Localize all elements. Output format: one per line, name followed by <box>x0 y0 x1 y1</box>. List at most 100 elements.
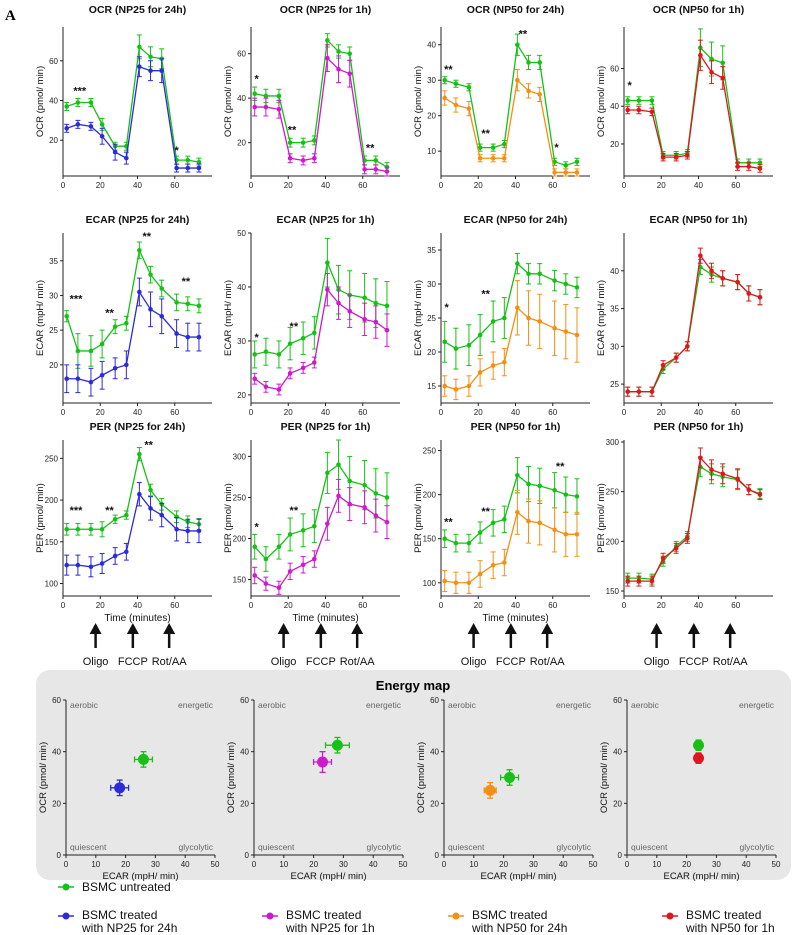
data-point-NP25_1h <box>252 376 258 382</box>
x-tick-label: 20 <box>96 408 105 417</box>
quadrant-label-energetic: energetic <box>178 700 214 710</box>
legend-label: with NP50 for 24h <box>471 921 567 935</box>
data-point-NP50_1h <box>673 355 679 360</box>
x-tick-label: 10 <box>91 860 100 869</box>
data-point-untreated <box>709 56 714 62</box>
data-point-NP25_24h <box>64 126 70 131</box>
data-point-NP25_1h <box>312 360 317 365</box>
data-point-NP50_24h <box>477 155 483 161</box>
data-point-NP25_1h <box>300 158 306 163</box>
data-point-NP50_24h <box>563 170 569 175</box>
energy-map-energy-np25-1h: 0 20 40 60 0 10 20 30 40 50 ECAR (mpH/ min) OCR (pm… <box>226 696 408 882</box>
data-point-NP25_24h <box>88 124 94 129</box>
data-point-NP25_1h <box>362 167 367 172</box>
data-point-NP50_24h <box>515 305 520 311</box>
quadrant-label-glycolytic: glycolytic <box>557 842 592 852</box>
y-tick-label: 25 <box>427 314 436 323</box>
significance-marker: ** <box>288 125 297 137</box>
data-point-NP25_24h <box>75 376 81 382</box>
energy-map-title: Energy map <box>376 678 450 693</box>
y-tick-label: 35 <box>610 305 619 314</box>
data-point-untreated <box>137 44 142 50</box>
significance-marker: ** <box>182 276 191 288</box>
data-point-NP50_1h <box>625 107 631 113</box>
data-point-NP50_1h <box>698 52 703 58</box>
data-point-untreated <box>502 315 507 321</box>
data-point-NP25_24h <box>148 307 153 312</box>
data-point-untreated <box>757 160 763 166</box>
data-point-untreated <box>373 158 379 163</box>
data-point-untreated <box>276 93 282 99</box>
series-line-untreated <box>66 45 200 163</box>
legend-marker-NP50_24h <box>452 912 460 920</box>
data-point-untreated <box>124 320 129 326</box>
injection-arrow-head <box>724 623 737 634</box>
y-tick-label: 40 <box>613 748 622 757</box>
injection-label: Rot/AA <box>713 656 749 668</box>
injection-label: Rot/AA <box>340 656 376 668</box>
x-axis-label: ECAR (mpH/ min) <box>290 871 366 882</box>
x-tick-label: 20 <box>657 408 666 417</box>
quadrant-label-aerobic: aerobic <box>448 700 477 710</box>
data-point-NP25_1h <box>384 169 390 174</box>
data-point-NP50_1h <box>735 279 740 285</box>
data-point-untreated <box>148 487 153 493</box>
data-point-NP25_1h <box>263 384 269 390</box>
data-point-untreated <box>263 556 269 562</box>
x-tick-label: 30 <box>339 860 348 869</box>
x-tick-label: 40 <box>133 408 142 417</box>
data-point-NP50_1h <box>660 362 666 368</box>
energy-point-untreated <box>504 772 516 783</box>
significance-marker: ** <box>481 128 490 140</box>
data-point-NP50_24h <box>574 170 580 175</box>
y-tick-label: 60 <box>430 696 439 705</box>
data-point-NP50_24h <box>490 363 496 368</box>
energy-map-energy-np50-1h: 0 20 40 60 0 10 20 30 40 50 ECAR (mpH/ min) OCR (pm… <box>599 696 781 882</box>
significance-marker: * <box>554 142 559 154</box>
y-tick-label: 20 <box>237 139 246 148</box>
x-tick-label: 0 <box>249 408 254 417</box>
y-tick-label: 30 <box>237 337 246 346</box>
data-point-untreated <box>252 91 258 97</box>
data-point-NP50_24h <box>574 332 580 338</box>
y-tick-label: 30 <box>427 76 436 85</box>
quadrant-label-energetic: energetic <box>739 700 775 710</box>
x-tick-label: 0 <box>442 860 447 869</box>
data-point-NP50_24h <box>526 518 531 524</box>
y-axis-label: ECAR (mpH/ min) <box>413 280 424 356</box>
x-tick-label: 0 <box>622 601 627 610</box>
data-point-untreated <box>347 478 353 484</box>
y-tick-label: 50 <box>237 229 246 238</box>
data-point-NP25_1h <box>300 365 306 371</box>
data-point-untreated <box>574 494 580 499</box>
series-line-NP50_1h <box>627 254 761 393</box>
data-point-untreated <box>477 332 483 338</box>
data-point-untreated <box>312 330 317 336</box>
y-tick-label: 60 <box>610 64 619 73</box>
data-point-NP50_1h <box>746 291 752 296</box>
energy-point-NP25_24h <box>114 782 126 794</box>
data-point-NP25_1h <box>373 167 379 172</box>
y-tick-label: 30 <box>427 280 436 289</box>
data-point-NP50_1h <box>720 75 726 81</box>
data-point-untreated <box>137 248 142 253</box>
data-point-NP25_24h <box>88 564 94 570</box>
injection-label: FCCP <box>306 656 336 668</box>
data-point-untreated <box>287 532 293 537</box>
y-tick-label: 20 <box>613 799 622 808</box>
y-axis-label: ECAR (mpH/ min) <box>35 280 46 356</box>
x-tick-label: 50 <box>772 860 781 869</box>
data-point-untreated <box>174 300 179 305</box>
data-point-NP50_1h <box>625 389 631 394</box>
data-point-untreated <box>720 60 726 66</box>
data-point-NP25_24h <box>185 165 191 171</box>
data-point-NP50_1h <box>649 578 655 584</box>
data-point-untreated <box>75 100 81 105</box>
data-point-untreated <box>453 81 459 87</box>
y-tick-label: 40 <box>427 41 436 50</box>
data-point-NP50_1h <box>698 455 703 461</box>
x-tick-label: 30 <box>529 860 538 869</box>
data-point-NP50_24h <box>490 155 496 161</box>
